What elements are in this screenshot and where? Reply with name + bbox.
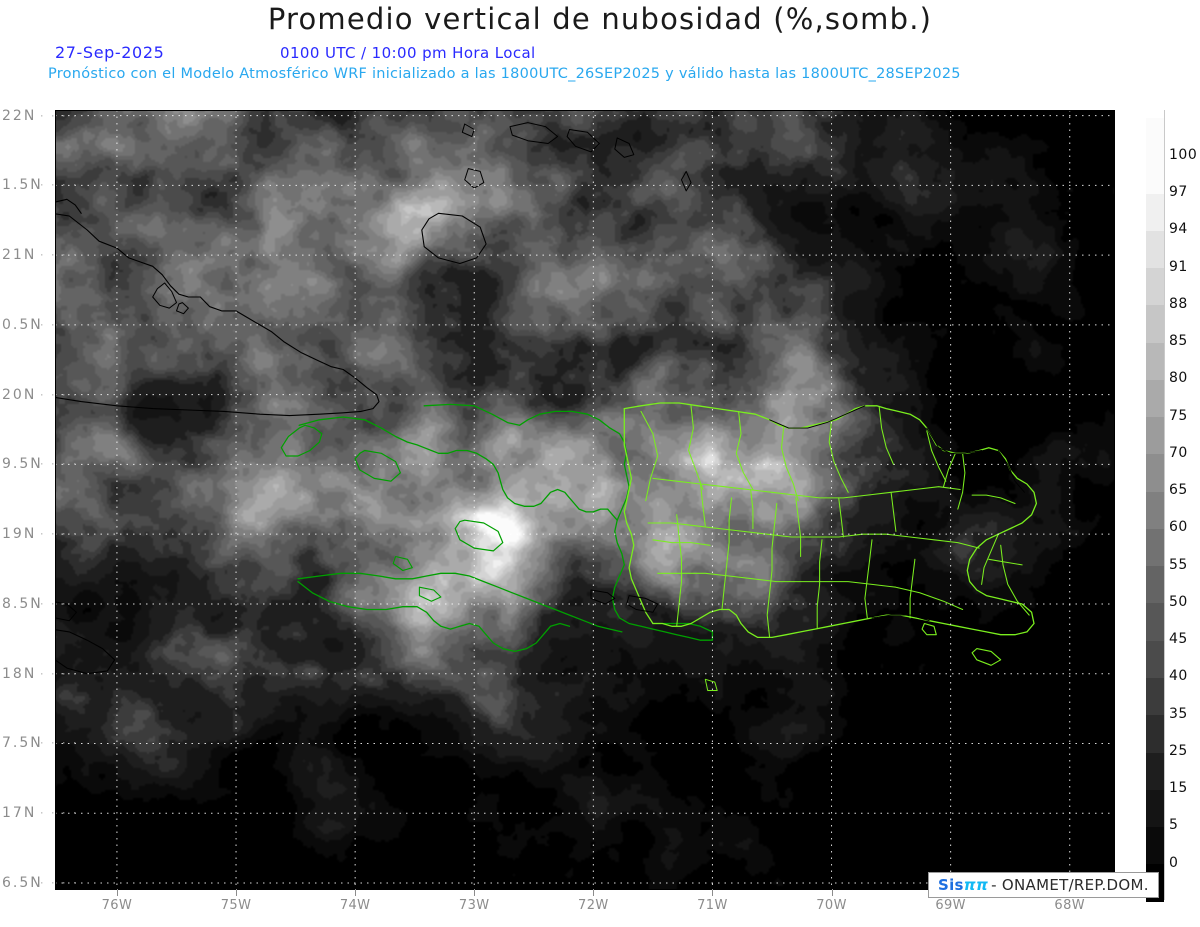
coastline-overlay bbox=[55, 122, 1038, 691]
colorbar-segment bbox=[1146, 342, 1164, 380]
colorbar-segment bbox=[1146, 155, 1164, 194]
colorbar-tick-label: 80 bbox=[1169, 370, 1188, 387]
colorbar-segment bbox=[1146, 267, 1164, 306]
forecast-model-info: Pronóstico con el Modelo Atmosférico WRF… bbox=[48, 66, 961, 82]
lon-tick-mark bbox=[593, 889, 595, 896]
lat-tick-dots: · · · · bbox=[40, 736, 79, 750]
colorbar-segment bbox=[1146, 602, 1164, 641]
lat-tick-label: 0.5N bbox=[2, 316, 43, 333]
lon-tick-label: 73W bbox=[458, 898, 490, 913]
forecast-time: 0100 UTC / 10:00 pm Hora Local bbox=[280, 44, 536, 62]
lon-tick-label: 76W bbox=[101, 898, 133, 913]
lat-tick-dots: · · · · bbox=[40, 178, 79, 192]
colorbar-tick-label: 91 bbox=[1169, 258, 1188, 275]
colorbar-segment bbox=[1146, 640, 1164, 678]
cloud-shading-layer bbox=[55, 110, 1115, 890]
attribution-org-label: - ONAMET/REP.DOM. bbox=[991, 876, 1149, 894]
lat-tick-label: 22N bbox=[2, 107, 37, 124]
lat-tick-dots: · · · · bbox=[40, 248, 79, 262]
colorbar-tick-label: 100 bbox=[1169, 146, 1198, 163]
lat-tick-label: 8.5N bbox=[2, 595, 43, 612]
page-title: Promedio vertical de nubosidad (%,somb.) bbox=[267, 2, 933, 36]
lat-tick-label: 19N bbox=[2, 526, 37, 543]
lat-tick-label: 20N bbox=[2, 386, 37, 403]
colorbar-segment bbox=[1146, 453, 1164, 492]
colorbar-tick-label: 85 bbox=[1169, 333, 1188, 350]
lon-tick-mark bbox=[355, 889, 357, 896]
lon-tick-mark bbox=[474, 889, 476, 896]
colorbar-tick-label: 25 bbox=[1169, 742, 1188, 759]
colorbar-segment bbox=[1146, 416, 1164, 455]
colorbar-tick-label: 40 bbox=[1169, 668, 1188, 685]
lat-tick-label: 18N bbox=[2, 665, 37, 682]
colorbar-tick-label: 35 bbox=[1169, 705, 1188, 722]
lon-tick-label: 74W bbox=[339, 898, 371, 913]
colorbar-tick-label: 75 bbox=[1169, 407, 1188, 424]
colorbar-segment bbox=[1146, 230, 1164, 269]
colorbar-segment bbox=[1146, 826, 1164, 865]
lat-tick-label: 21N bbox=[2, 247, 37, 264]
colorbar-segment bbox=[1146, 491, 1164, 529]
lon-tick-label: 71W bbox=[697, 898, 728, 913]
colorbar-gradient bbox=[1145, 110, 1164, 902]
lat-tick-dots: · · · · bbox=[40, 876, 79, 890]
lon-tick-label: 75W bbox=[220, 898, 252, 913]
colorbar-segment bbox=[1146, 192, 1164, 231]
lat-tick-dots: · · · · bbox=[40, 457, 79, 471]
colorbar-axis-line bbox=[1164, 110, 1165, 900]
attribution-badge: Sis ππ - ONAMET/REP.DOM. bbox=[928, 872, 1159, 898]
lon-tick-label: 69W bbox=[935, 898, 966, 913]
lat-tick-label: 9.5N bbox=[2, 456, 43, 473]
lat-tick-dots: · · · · bbox=[40, 388, 79, 402]
lat-tick-dots: · · · · bbox=[40, 806, 79, 820]
attribution-pi-label: ππ bbox=[963, 876, 989, 894]
lat-tick-dots: · · · · bbox=[40, 318, 79, 332]
colorbar-segment bbox=[1146, 528, 1164, 567]
colorbar-segment bbox=[1146, 789, 1164, 828]
colorbar-tick-label: 60 bbox=[1169, 519, 1188, 536]
colorbar-tick-label: 15 bbox=[1169, 780, 1188, 797]
lat-tick-label: 6.5N bbox=[2, 875, 43, 892]
colorbar-tick-label: 97 bbox=[1169, 183, 1188, 200]
colorbar-tick-label: 55 bbox=[1169, 556, 1188, 573]
lat-tick-dots: · · · · bbox=[40, 109, 79, 123]
colorbar-tick-label: 50 bbox=[1169, 593, 1188, 610]
colorbar-segment bbox=[1146, 118, 1164, 157]
lon-tick-label: 72W bbox=[578, 898, 609, 913]
cloud-cover-map[interactable] bbox=[55, 110, 1115, 890]
colorbar-tick-label: 45 bbox=[1169, 631, 1188, 648]
colorbar-segment bbox=[1146, 379, 1164, 418]
lon-tick-label: 68W bbox=[1054, 898, 1086, 913]
lat-tick-dots: · · · · bbox=[40, 667, 79, 681]
lat-tick-label: 7.5N bbox=[2, 735, 43, 752]
colorbar-segment bbox=[1146, 304, 1164, 343]
lon-tick-mark bbox=[712, 889, 714, 896]
colorbar-segment bbox=[1146, 714, 1164, 753]
colorbar: 0 5 15 25 35 40 45 50 55 60 65 70 75 80 85 88 91 94 97 100 bbox=[1145, 110, 1200, 902]
lon-tick-label: 70W bbox=[816, 898, 847, 913]
attribution-sis-label: Sis bbox=[938, 876, 964, 894]
lat-tick-label: 17N bbox=[2, 805, 37, 822]
lat-tick-dots: · · · · bbox=[40, 597, 79, 611]
colorbar-segment bbox=[1146, 565, 1164, 604]
colorbar-tick-label: 70 bbox=[1169, 444, 1188, 461]
colorbar-tick-label: 0 bbox=[1169, 854, 1179, 871]
colorbar-tick-label: 5 bbox=[1169, 817, 1179, 834]
lon-tick-mark bbox=[831, 889, 833, 896]
forecast-date: 27-Sep-2025 bbox=[55, 43, 165, 62]
lat-tick-dots: · · · · bbox=[40, 527, 79, 541]
lon-tick-mark bbox=[116, 889, 118, 896]
colorbar-segment bbox=[1146, 751, 1164, 790]
lat-tick-label: 1.5N bbox=[2, 177, 43, 194]
colorbar-tick-label: 88 bbox=[1169, 295, 1188, 312]
colorbar-segment bbox=[1146, 677, 1164, 716]
lon-tick-mark bbox=[236, 889, 238, 896]
colorbar-tick-label: 65 bbox=[1169, 482, 1188, 499]
colorbar-tick-label: 94 bbox=[1169, 221, 1188, 238]
